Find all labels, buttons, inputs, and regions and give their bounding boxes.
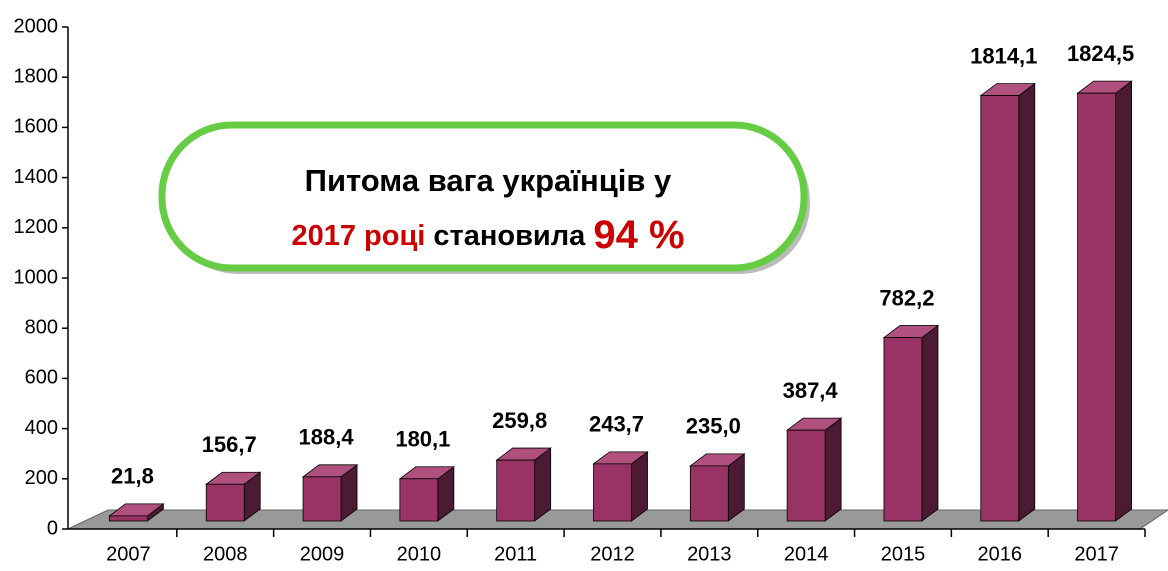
bar-front xyxy=(496,459,536,522)
y-tick-label: 200 xyxy=(25,467,58,489)
annotation-box xyxy=(158,121,808,272)
bar xyxy=(301,464,359,522)
y-tick-label: 0 xyxy=(47,517,58,539)
bar-front xyxy=(1077,92,1116,522)
y-tick-label: 600 xyxy=(25,367,58,389)
y-tick-label: 1200 xyxy=(14,216,59,238)
bar xyxy=(398,465,456,522)
x-tick-label: 2017 xyxy=(1074,543,1119,565)
bar-front xyxy=(205,483,245,522)
y-tick-label: 1400 xyxy=(14,166,59,188)
x-tick-label: 2016 xyxy=(978,543,1023,565)
x-tick-label: 2014 xyxy=(784,543,829,565)
value-label: 782,2 xyxy=(879,285,934,310)
annotation-line: 2017 році становила 94 % xyxy=(291,213,684,257)
bar-front xyxy=(883,337,923,522)
bar xyxy=(689,453,746,522)
bar-front xyxy=(302,476,342,522)
x-tick-label: 2012 xyxy=(590,543,635,565)
bar xyxy=(495,447,552,522)
bar-front xyxy=(109,515,148,522)
bar xyxy=(1076,80,1133,522)
x-tick-label: 2013 xyxy=(687,543,732,565)
value-label: 259,8 xyxy=(492,408,547,433)
value-label: 387,4 xyxy=(783,378,839,403)
bar-side xyxy=(1115,80,1132,522)
bar xyxy=(108,503,165,522)
value-label: 180,1 xyxy=(395,427,450,452)
x-tick-label: 2007 xyxy=(106,543,151,565)
value-label: 1824,5 xyxy=(1067,41,1134,66)
bar-front xyxy=(399,478,439,522)
bar-side xyxy=(534,447,552,522)
y-tick-label: 400 xyxy=(25,417,58,439)
bar xyxy=(205,471,262,522)
y-tick-label: 800 xyxy=(25,316,58,338)
bar xyxy=(592,451,649,522)
x-tick-label: 2015 xyxy=(881,543,926,565)
bar-front xyxy=(593,463,632,522)
bar-side xyxy=(824,417,842,522)
bar xyxy=(882,324,940,522)
bar-side xyxy=(1018,82,1036,522)
value-label: 1814,1 xyxy=(970,43,1037,68)
bar-front xyxy=(689,465,729,522)
value-label: 188,4 xyxy=(299,425,355,450)
annotation-text: становила xyxy=(425,220,593,252)
x-tick-label: 2010 xyxy=(397,543,442,565)
x-tick-label: 2008 xyxy=(203,543,248,565)
value-label: 243,7 xyxy=(589,412,644,437)
y-tick-label: 2000 xyxy=(14,15,59,37)
x-tick-label: 2009 xyxy=(300,543,345,565)
bar-front xyxy=(980,95,1020,522)
bar-front xyxy=(786,429,826,522)
annotation-line: Питома вага українців у xyxy=(305,163,672,198)
x-tick-label: 2011 xyxy=(494,543,537,565)
value-label: 21,8 xyxy=(111,464,154,489)
bar-side xyxy=(921,324,939,522)
bar xyxy=(979,82,1036,522)
y-tick-label: 1800 xyxy=(14,65,59,87)
value-label: 235,0 xyxy=(686,414,741,439)
value-label: 156,7 xyxy=(202,432,257,457)
bars xyxy=(108,80,1133,522)
bar xyxy=(785,417,843,522)
annotation-share: 94 % xyxy=(593,213,684,257)
y-tick-label: 1600 xyxy=(14,116,59,138)
annotation: Питома вага українців у 2017 році станов… xyxy=(158,121,810,274)
y-tick-label: 1000 xyxy=(14,266,59,288)
annotation-year: 2017 році xyxy=(291,220,425,252)
